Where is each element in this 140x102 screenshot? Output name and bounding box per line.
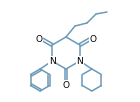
Text: O: O [35, 35, 42, 44]
Text: N: N [76, 57, 83, 65]
Text: O: O [62, 80, 69, 89]
Text: N: N [49, 57, 56, 65]
Text: O: O [90, 35, 97, 44]
